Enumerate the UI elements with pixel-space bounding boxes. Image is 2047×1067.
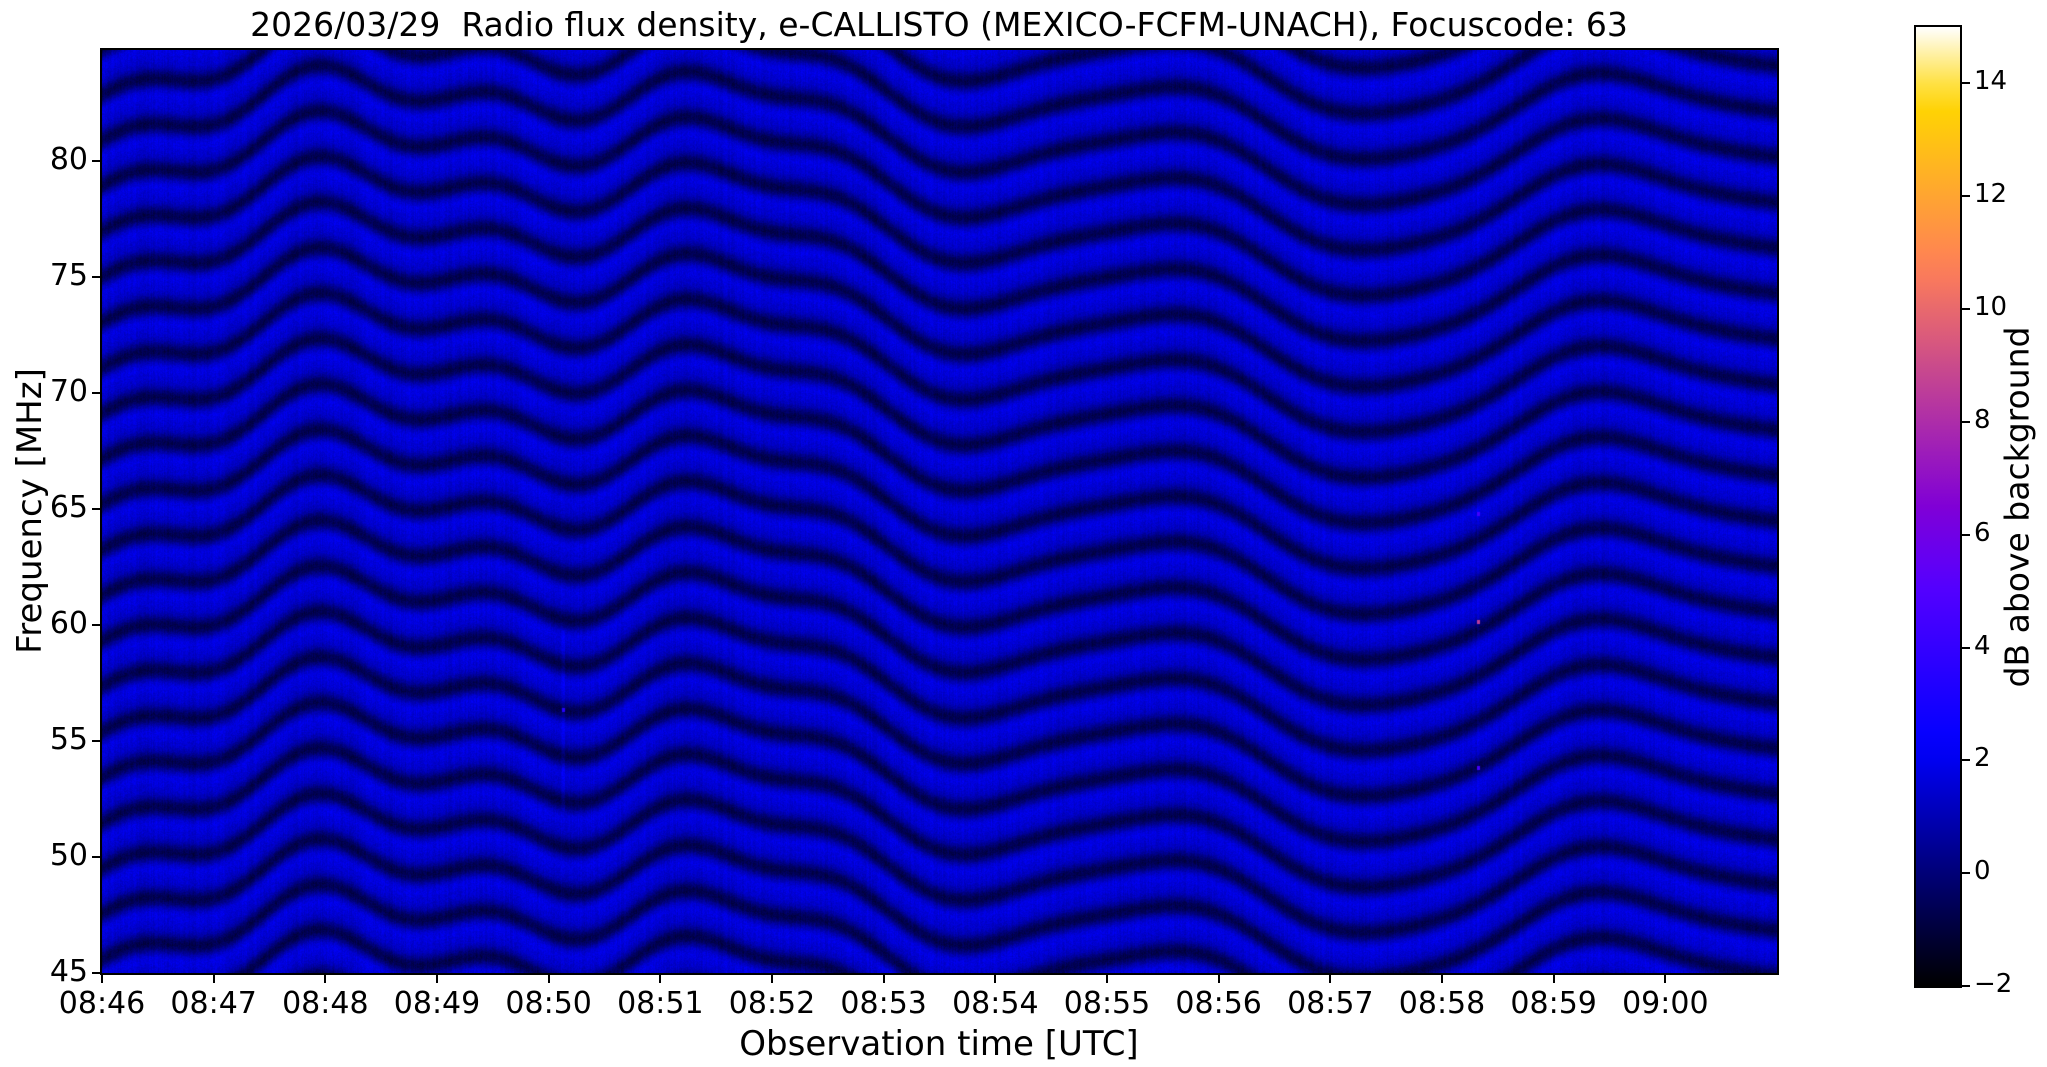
x-tick-mark: [212, 975, 215, 983]
y-tick-label: 55: [49, 722, 88, 758]
x-tick-label: 08:47: [170, 986, 257, 1021]
y-tick-mark: [92, 972, 100, 974]
x-tick-mark: [1217, 975, 1220, 983]
x-tick-mark: [994, 975, 997, 983]
spectrogram-canvas: [102, 50, 1777, 973]
colorbar-tick-label: 0: [1974, 856, 1991, 887]
x-tick-label: 09:00: [1622, 986, 1709, 1021]
x-tick-mark: [1441, 975, 1443, 983]
colorbar-tick-label: 4: [1974, 630, 1991, 661]
x-tick-label: 08:51: [617, 986, 704, 1021]
x-tick-label: 08:49: [393, 986, 481, 1021]
y-tick-mark: [92, 740, 100, 743]
x-tick-mark: [1664, 975, 1667, 983]
x-tick-mark: [324, 975, 327, 983]
x-tick-mark: [1106, 975, 1108, 983]
colorbar-tick-mark: [1962, 533, 1970, 536]
y-tick-label: 75: [49, 258, 88, 294]
y-tick-mark: [92, 276, 100, 279]
x-tick-mark: [659, 975, 662, 983]
x-axis-label: Observation time [UTC]: [739, 1024, 1139, 1064]
colorbar-tick-mark: [1962, 308, 1970, 311]
colorbar-tick-mark: [1962, 195, 1970, 198]
colorbar-tick-mark: [1962, 985, 1970, 987]
y-tick-mark: [92, 160, 100, 163]
x-tick-mark: [1552, 975, 1555, 983]
x-tick-mark: [436, 975, 438, 983]
y-tick-label: 45: [49, 954, 88, 989]
y-tick-label: 80: [49, 142, 88, 178]
x-tick-label: 08:54: [952, 986, 1039, 1021]
y-tick-label: 70: [49, 374, 88, 410]
x-tick-label: 08:46: [58, 986, 146, 1021]
colorbar-tick-mark: [1962, 646, 1970, 649]
x-tick-label: 08:48: [282, 986, 369, 1021]
x-tick-mark: [882, 975, 885, 983]
colorbar-tick-mark: [1962, 759, 1970, 762]
chart-title: 2026/03/29 Radio flux density, e-CALLIST…: [250, 5, 1628, 44]
colorbar-tick-label: −2: [1974, 969, 2013, 999]
colorbar-tick-label: 10: [1974, 292, 2008, 323]
colorbar-tick-label: 6: [1974, 517, 1991, 548]
colorbar-tick-label: 8: [1974, 404, 1991, 435]
x-tick-mark: [771, 975, 773, 983]
x-tick-label: 08:56: [1175, 986, 1262, 1021]
spectrogram-plot: [100, 48, 1779, 975]
x-tick-mark: [1329, 975, 1332, 983]
colorbar-tick-label: 14: [1974, 66, 2008, 97]
x-tick-label: 08:58: [1398, 986, 1486, 1021]
y-axis-label: Frequency [MHz]: [10, 368, 50, 654]
x-tick-label: 08:52: [728, 986, 816, 1021]
x-tick-label: 08:55: [1063, 986, 1151, 1021]
y-tick-label: 65: [49, 490, 88, 526]
y-tick-mark: [92, 624, 100, 627]
colorbar-tick-mark: [1962, 420, 1970, 423]
x-tick-label: 08:57: [1287, 986, 1374, 1021]
y-tick-mark: [92, 856, 100, 859]
colorbar-tick-mark: [1962, 872, 1970, 875]
colorbar-tick-label: 2: [1974, 743, 1991, 774]
colorbar-tick-label: 12: [1974, 179, 2008, 210]
y-tick-mark: [92, 392, 100, 395]
colorbar-label: dB above background: [1997, 326, 2037, 688]
x-tick-mark: [547, 975, 550, 983]
y-tick-label: 50: [49, 838, 88, 874]
x-tick-label: 08:50: [505, 986, 592, 1021]
colorbar: [1914, 25, 1962, 988]
x-tick-mark: [101, 975, 103, 983]
y-tick-label: 60: [49, 606, 88, 642]
x-tick-label: 08:59: [1510, 986, 1597, 1021]
y-tick-mark: [92, 508, 100, 511]
x-tick-label: 08:53: [840, 986, 927, 1021]
colorbar-tick-mark: [1962, 82, 1970, 85]
